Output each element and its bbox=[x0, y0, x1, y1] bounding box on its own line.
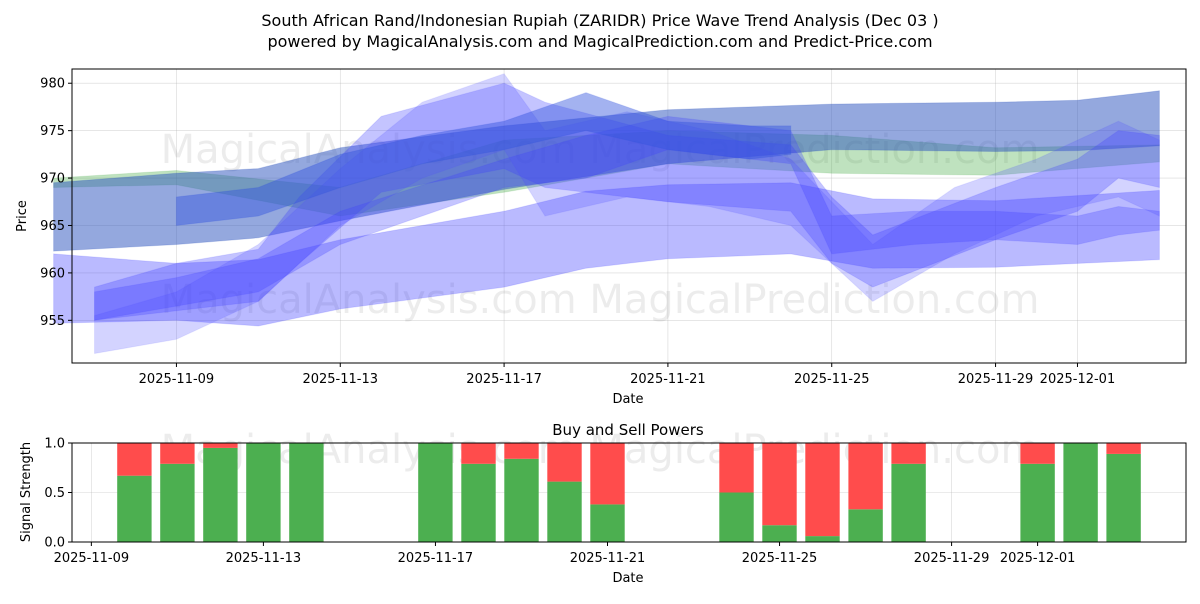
main-y-tick-label: 955 bbox=[40, 314, 65, 329]
bar-x-tick-label: 2025-11-25 bbox=[742, 551, 818, 566]
buy-bar bbox=[461, 463, 496, 542]
buy-bar bbox=[117, 475, 152, 542]
chart-title: South African Rand/Indonesian Rupiah (ZA… bbox=[261, 11, 938, 30]
bar-x-ticks: 2025-11-09 2025-11-13 2025-11-17 2025-11-21… bbox=[54, 542, 1076, 566]
main-plot-frame bbox=[71, 68, 1187, 364]
band-trend-steel-1 bbox=[53, 90, 1160, 252]
sell-bar bbox=[805, 443, 840, 537]
main-y-ticks: 955 960 965 970 975 980 bbox=[40, 77, 72, 329]
band-trend-steel-2 bbox=[175, 92, 792, 227]
main-x-tick-label: 2025-12-01 bbox=[1040, 372, 1116, 387]
main-y-tick-label: 965 bbox=[40, 219, 65, 234]
sell-bar bbox=[203, 443, 238, 448]
band-wave-blue-3 bbox=[94, 73, 1160, 355]
bar-y-ticks: 0.0 0.5 1.0 bbox=[44, 437, 72, 551]
main-y-tick-label: 960 bbox=[40, 266, 65, 281]
sell-bar bbox=[762, 443, 797, 526]
bar-x-tick-label: 2025-11-21 bbox=[570, 551, 646, 566]
sell-bar bbox=[1020, 443, 1055, 464]
sell-bar bbox=[848, 443, 883, 510]
buy-bar bbox=[891, 463, 926, 542]
buy-bar bbox=[418, 443, 453, 542]
main-x-tick-label: 2025-11-13 bbox=[302, 372, 378, 387]
watermark-top-2: MagicalAnalysis.com MagicalPrediction.co… bbox=[161, 277, 1040, 323]
bar-x-tick-label: 2025-11-17 bbox=[398, 551, 474, 566]
sell-bar bbox=[1106, 443, 1141, 454]
bars bbox=[117, 443, 1141, 542]
main-x-tick-label: 2025-11-17 bbox=[466, 372, 542, 387]
sell-bar bbox=[117, 443, 152, 476]
main-y-label: Price bbox=[15, 200, 30, 232]
main-x-label: Date bbox=[612, 392, 643, 407]
buy-bar bbox=[762, 525, 797, 542]
buy-bar bbox=[289, 443, 324, 542]
main-x-tick-label: 2025-11-25 bbox=[794, 372, 870, 387]
bars-title: Buy and Sell Powers bbox=[552, 421, 704, 439]
sell-bar bbox=[160, 443, 195, 464]
bar-y-tick-label: 0.5 bbox=[44, 486, 65, 501]
buy-bar bbox=[805, 536, 840, 542]
chart-subtitle: powered by MagicalAnalysis.com and Magic… bbox=[267, 32, 932, 51]
buy-bar bbox=[504, 458, 539, 542]
buy-bar bbox=[719, 492, 754, 542]
bar-x-tick-label: 2025-11-29 bbox=[914, 551, 990, 566]
main-x-tick-label: 2025-11-29 bbox=[958, 372, 1034, 387]
sell-bar bbox=[547, 443, 582, 482]
main-x-ticks: 2025-11-09 2025-11-13 2025-11-17 2025-11-21… bbox=[139, 363, 1116, 387]
bar-x-tick-label: 2025-12-01 bbox=[1000, 551, 1076, 566]
sell-bar bbox=[891, 443, 926, 464]
main-x-tick-label: 2025-11-09 bbox=[139, 372, 215, 387]
main-y-tick-label: 980 bbox=[40, 77, 65, 92]
buy-bar bbox=[203, 447, 238, 542]
sell-bar bbox=[590, 443, 625, 505]
bar-y-label: Signal Strength bbox=[19, 442, 34, 542]
bar-x-tick-label: 2025-11-13 bbox=[226, 551, 302, 566]
buy-bar bbox=[1063, 443, 1098, 542]
sell-bar bbox=[719, 443, 754, 493]
buy-bar bbox=[1106, 453, 1141, 542]
main-x-tick-label: 2025-11-21 bbox=[630, 372, 706, 387]
main-y-tick-label: 975 bbox=[40, 124, 65, 139]
band-wave-blue-2 bbox=[94, 82, 1160, 321]
bar-x-label: Date bbox=[612, 571, 643, 586]
sell-bar bbox=[504, 443, 539, 459]
bar-y-tick-label: 1.0 bbox=[44, 437, 65, 452]
band-wave-blue-1 bbox=[53, 182, 1160, 327]
buy-bar bbox=[246, 443, 281, 542]
buy-bar bbox=[590, 504, 625, 542]
band-wave-blue-4 bbox=[94, 115, 1160, 321]
sell-bar bbox=[461, 443, 496, 464]
main-bands bbox=[53, 73, 1160, 355]
bar-x-tick-label: 2025-11-09 bbox=[54, 551, 130, 566]
buy-bar bbox=[547, 481, 582, 542]
main-y-tick-label: 970 bbox=[40, 172, 65, 187]
buy-bar bbox=[1020, 463, 1055, 542]
buy-bar bbox=[848, 509, 883, 542]
bar-y-tick-label: 0.0 bbox=[44, 536, 65, 551]
buy-bar bbox=[160, 463, 195, 542]
